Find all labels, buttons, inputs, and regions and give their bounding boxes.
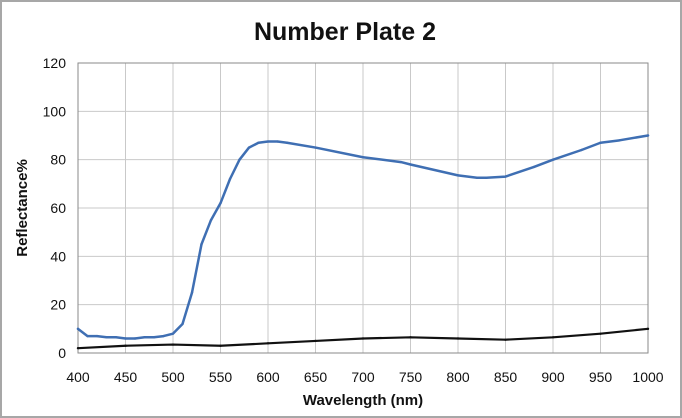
x-tick-label-11: 950 <box>589 369 613 385</box>
series-0-point-36 <box>646 134 650 137</box>
series-1-point-2 <box>171 343 175 346</box>
series-0-point-7 <box>143 336 146 339</box>
x-tick-label-4: 600 <box>256 369 280 385</box>
series-0-point-32 <box>551 158 555 161</box>
series-0-point-29 <box>485 176 488 179</box>
y-tick-label-6: 120 <box>43 55 67 71</box>
series-0-point-16 <box>228 177 232 181</box>
series-0-point-4 <box>114 336 118 339</box>
series-0-point-17 <box>238 158 241 161</box>
series-0-point-13 <box>200 243 203 246</box>
x-tick-label-2: 500 <box>161 369 185 385</box>
x-tick-label-9: 850 <box>494 369 518 385</box>
series-1-point-8 <box>456 337 460 340</box>
y-tick-label-0: 0 <box>58 345 66 361</box>
x-tick-label-6: 700 <box>351 369 375 385</box>
x-axis-label: Wavelength (nm) <box>303 392 423 409</box>
y-tick-label-3: 60 <box>50 200 66 216</box>
y-axis-label: Reflectance% <box>14 159 31 257</box>
y-tick-label-4: 80 <box>50 152 66 168</box>
tick-labels: 400 450 500 550 600 650 700 750 800 850 900 950 1000… <box>43 55 664 385</box>
series-1-point-9 <box>504 338 507 341</box>
series-0-point-10 <box>171 332 175 335</box>
series-1-point-6 <box>361 337 365 340</box>
y-tick-label-1: 20 <box>50 297 66 313</box>
series-0-point-26 <box>409 163 412 166</box>
series-0-point-6 <box>133 337 137 340</box>
series-0-point-11 <box>181 322 184 326</box>
series-0-point-21 <box>276 140 279 143</box>
series-0-point-2 <box>95 334 99 338</box>
x-tick-label-8: 800 <box>446 369 470 385</box>
series-1 <box>76 327 650 350</box>
series-1-point-4 <box>266 342 270 345</box>
series-0-point-27 <box>456 174 460 177</box>
x-tick-label-5: 650 <box>304 369 328 385</box>
series-0-point-33 <box>580 148 583 152</box>
x-tick-label-12: 1000 <box>632 369 663 385</box>
series-1-point-10 <box>551 336 555 339</box>
grid <box>77 62 649 354</box>
series-1-point-3 <box>219 344 222 347</box>
series-0-point-12 <box>190 291 194 294</box>
y-tick-label-2: 40 <box>50 248 66 264</box>
series-0-point-31 <box>532 165 536 169</box>
plot-area-border <box>77 62 649 354</box>
series-0-point-22 <box>285 141 289 144</box>
series-0-point-28 <box>475 176 479 179</box>
x-tick-label-7: 750 <box>399 369 423 385</box>
series-1-point-7 <box>409 336 412 339</box>
series-0-point-14 <box>209 218 213 222</box>
series-0-point-5 <box>124 337 127 340</box>
series-0-point-35 <box>618 139 621 142</box>
x-tick-label-0: 400 <box>66 369 90 385</box>
series-0-point-34 <box>599 141 602 144</box>
series-0-point-30 <box>504 175 507 178</box>
series-0-point-9 <box>162 334 165 338</box>
series-layer <box>76 134 650 350</box>
series-0-point-1 <box>86 334 89 338</box>
series-1-point-12 <box>646 327 650 331</box>
x-tick-label-10: 900 <box>541 369 565 385</box>
series-0-point-23 <box>314 146 317 149</box>
x-tick-label-3: 550 <box>209 369 233 385</box>
series-0-point-20 <box>266 140 270 143</box>
series-0-point-3 <box>105 336 108 339</box>
series-1-point-1 <box>124 344 127 347</box>
x-tick-label-1: 450 <box>114 369 138 385</box>
series-0 <box>76 134 650 340</box>
series-0-point-0 <box>76 327 80 331</box>
series-0-point-18 <box>247 146 251 149</box>
series-1-point-11 <box>599 332 602 335</box>
series-1-point-0 <box>76 346 80 350</box>
series-0-point-15 <box>219 201 222 205</box>
series-1-point-5 <box>314 339 317 343</box>
series-0-point-24 <box>361 156 365 159</box>
series-0-point-8 <box>152 336 156 339</box>
series-0-point-25 <box>399 160 403 164</box>
chart-title: Number Plate 2 <box>254 18 436 46</box>
series-0-point-19 <box>257 141 260 144</box>
y-tick-label-5: 100 <box>43 103 67 119</box>
